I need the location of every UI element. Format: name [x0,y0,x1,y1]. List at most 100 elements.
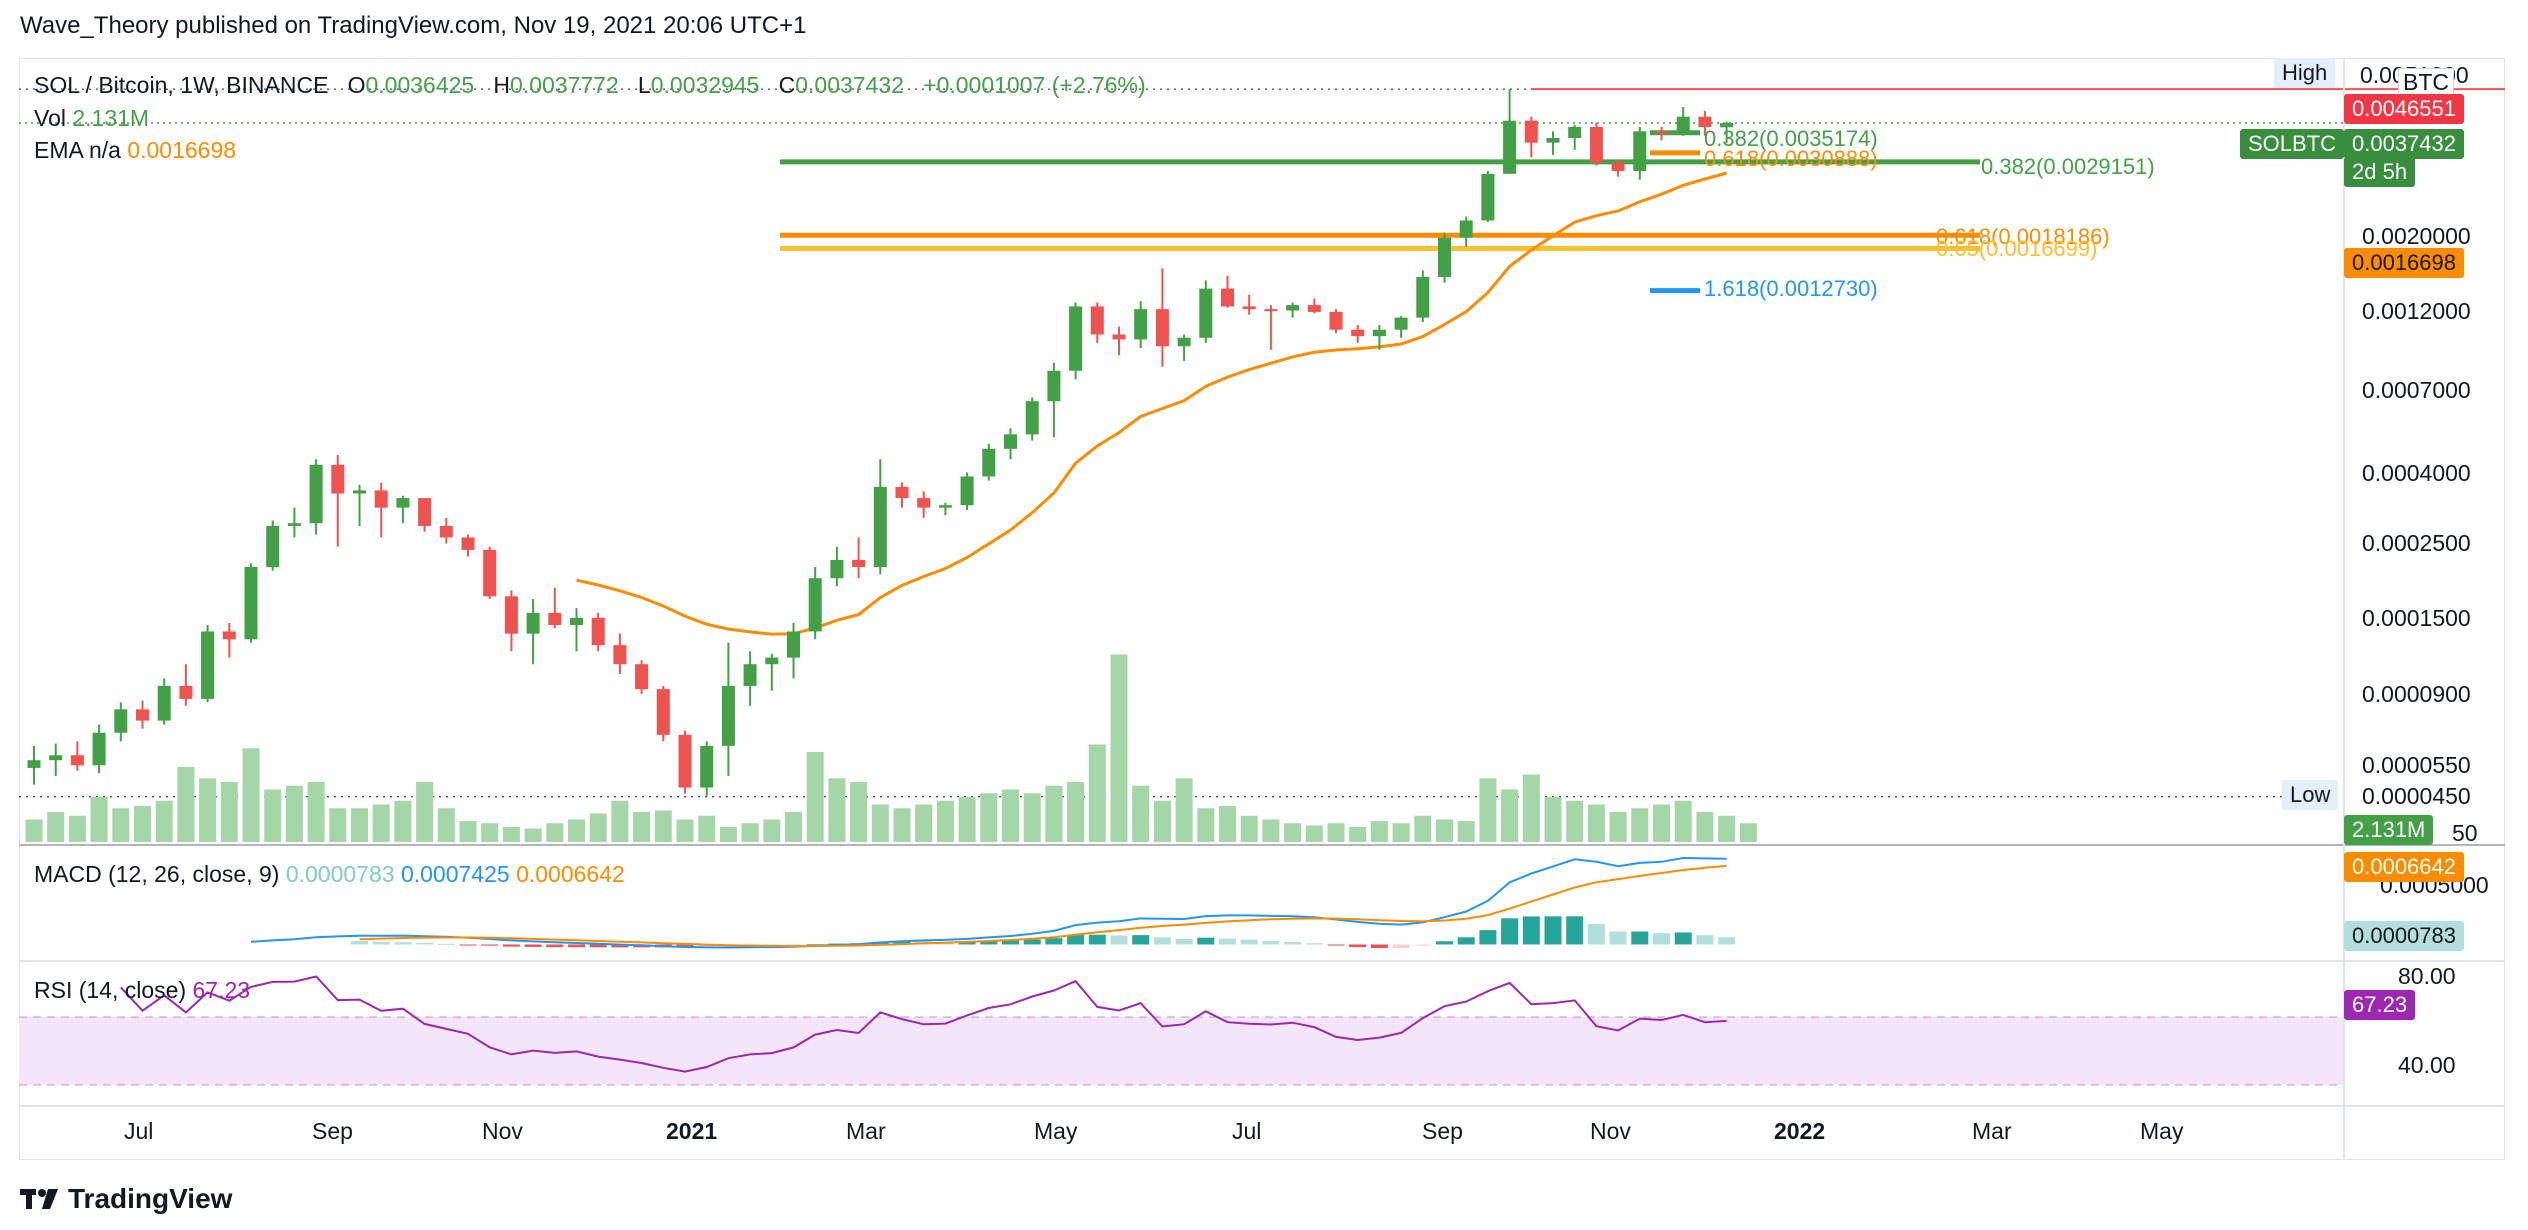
volume-bar [676,819,694,842]
macd-label[interactable]: MACD (12, 26, close, 9) [34,861,280,887]
volume-bar [459,821,477,842]
candle [266,520,280,571]
macd-pane [250,856,1736,949]
volume-bar [416,782,434,842]
candle-body [938,505,952,508]
volume-bar [763,819,781,842]
macd-signal-value: 0.0006642 [516,861,625,887]
chart-frame[interactable] [19,58,2505,1160]
candle-body [461,537,475,550]
macd-line [250,856,1727,949]
candle-body [1546,138,1560,143]
candle [157,678,171,725]
tradingview-logo[interactable]: TradingView [20,1183,232,1218]
candle [960,472,974,511]
volume-bar [242,748,260,842]
candle-body [1286,305,1300,311]
volume-bar [915,804,933,842]
candle-body [504,596,518,634]
candle [1655,126,1668,141]
candle [92,724,106,774]
macd-hist-bar [1414,944,1432,946]
candle [895,482,909,508]
volume-bar [437,808,455,842]
rsi-band [19,1017,2344,1085]
ema-label[interactable]: EMA n/a [34,137,121,163]
candle [1720,121,1734,143]
candle [504,590,518,652]
symbol-label[interactable]: SOL / Bitcoin, 1W, BINANCE [34,72,329,98]
volume-bar [1587,804,1605,842]
candle-body [1698,116,1712,127]
macd-hist-bar [1609,931,1627,945]
macd-hist-bar [980,940,998,945]
volume-bar [177,767,195,842]
candle-body [244,566,258,640]
candle [1524,116,1538,158]
macd-hist-bar [372,941,390,945]
candle-body [1004,434,1017,449]
x-tick-label: 2021 [666,1118,718,1144]
candle [1112,326,1126,356]
candle [222,622,236,658]
time-axis[interactable]: Jul Sep Nov 2021 Mar May Jul Sep Nov 202… [0,1118,2528,1148]
volume-bar [1219,806,1236,842]
volume-bar [372,804,390,842]
volume-bar [1501,789,1519,842]
volume-bar [1392,823,1410,842]
volume-bar [1262,819,1280,842]
candle [830,546,844,587]
x-tick-label: Jul [124,1118,154,1144]
high-value: 0.0037772 [510,72,619,98]
rsi-legend: RSI (14, close) 67.23 [34,977,250,1004]
price-tick: 0.0004000 [2362,460,2471,486]
macd-hist-bar [351,941,368,945]
candle [1199,280,1213,343]
candle-body [1155,309,1169,347]
macd-hist-bar [1370,944,1388,948]
macd-hist-bar [1349,944,1367,948]
macd-hist-bar [1522,916,1540,945]
candle-body [201,631,215,699]
candle [1090,302,1104,343]
candle-body [1047,370,1061,402]
candle-body [157,685,171,721]
vol-partial-tick: 50 [2452,820,2478,846]
ema-line [576,171,1727,636]
candle-body [721,685,735,746]
macd-hist-bar [589,944,607,948]
candle-body [613,645,627,665]
macd-hist-bar [1067,934,1085,945]
tradingview-brand-text: TradingView [68,1183,233,1214]
rsi-value: 67.23 [192,977,251,1003]
volume-bar [1045,785,1063,842]
candle-body [570,617,583,626]
volume-bar [502,827,520,842]
vol-label[interactable]: Vol [34,105,66,131]
currency-label[interactable]: BTC [2398,68,2454,97]
candle-body [1676,116,1690,134]
macd-hist-bar [1197,937,1215,945]
volume-bar [1175,778,1193,842]
ema-value: 0.0016698 [127,137,237,163]
macd-hist-bar [958,941,976,945]
candle [787,622,800,679]
volume-bar [611,800,629,842]
macd-hist-bar [502,944,520,947]
candle [1004,428,1017,460]
macd-hist-bar [785,944,802,946]
rsi-label[interactable]: RSI (14, close) [34,977,187,1003]
volume-bar [134,806,151,842]
candle [721,642,735,777]
rsi-tick: 40.00 [2398,1052,2456,1078]
candle [765,653,779,691]
candle [1372,325,1386,350]
main-legend: SOL / Bitcoin, 1W, BINANCE O0.0036425 H0… [34,72,1146,99]
candle-body [1503,120,1517,174]
candle [526,598,540,665]
candle [309,459,323,535]
volume-bar [155,800,173,842]
open-value: 0.0036425 [365,72,475,98]
volume-legend: Vol 2.131M [34,105,149,132]
